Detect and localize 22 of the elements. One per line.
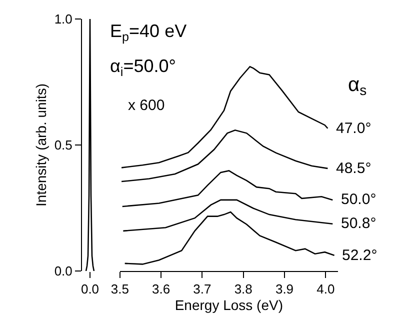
x-tick-label: 0.0 <box>80 282 100 297</box>
y-axis-title: Intensity (arb. units) <box>32 84 49 206</box>
series-label: 48.5° <box>336 160 372 177</box>
y-tick-label: 1.0 <box>54 12 72 27</box>
x-tick-label: 3.7 <box>193 282 212 297</box>
annotation: α$_{i}$=50.0° <box>110 56 176 79</box>
y-tick-label: 0.5 <box>54 138 72 153</box>
x-tick-label: 3.5 <box>110 282 129 297</box>
series-label: 52.2° <box>342 247 378 264</box>
x-tick-label: 3.8 <box>234 282 252 297</box>
text: α$_{s}$ <box>348 74 367 98</box>
series-label: 50.8° <box>341 215 376 232</box>
line-series <box>85 19 95 271</box>
series-label: 47.0° <box>336 120 372 137</box>
x-tick-label: 3.6 <box>152 282 170 297</box>
series-label: 50.0° <box>341 191 376 208</box>
x-axis-title: Energy Loss (eV) <box>174 296 284 313</box>
annotation: E$_{p}$=40 eV <box>110 21 187 44</box>
x-tick-label: 3.9 <box>275 282 294 297</box>
x-tick-label: 4.0 <box>316 282 335 297</box>
annotation: x 600 <box>128 97 165 114</box>
y-tick-label: 0.0 <box>54 264 72 279</box>
